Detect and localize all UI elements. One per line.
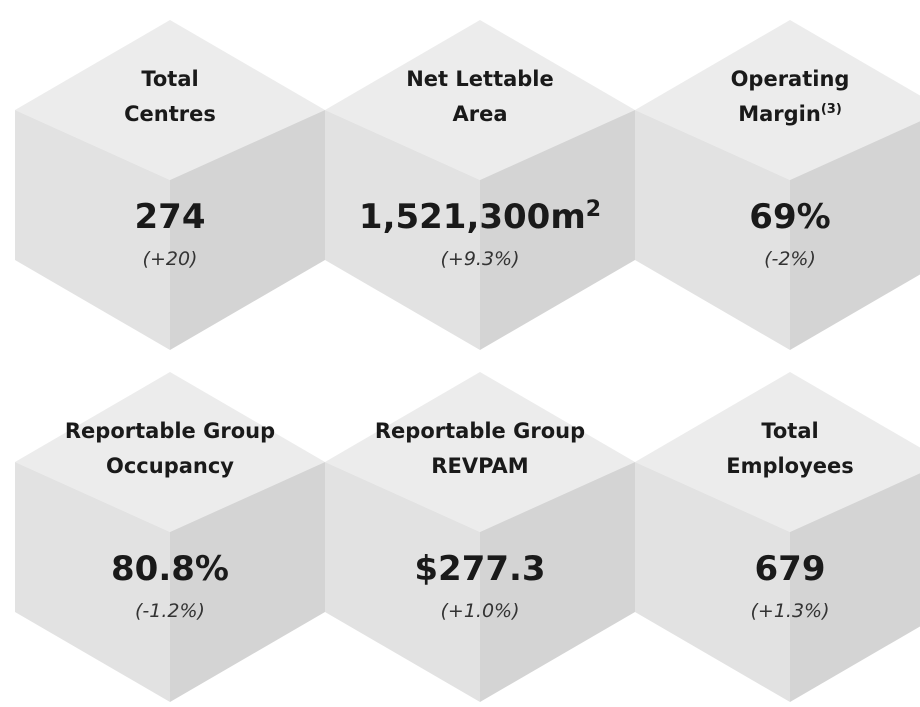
value-text: 1,521,300m [359,197,586,237]
cube-top [325,20,635,180]
title-line: Reportable Group [375,419,585,443]
cube-left [15,462,170,702]
value-text: 274 [135,197,206,237]
cube-right [790,121,920,350]
cube-title: Total [761,419,818,443]
value-text: 679 [755,549,826,589]
metric-value: $277.3 [414,549,545,589]
cube: Reportable Group Occupancy 80.8% (-1.2%) [15,372,325,702]
cube-left [635,462,790,702]
title-line: Employees [726,454,854,478]
cube-top [635,372,920,532]
metric-change: (+1.0%) [440,600,519,622]
cube-title: Employees [726,454,854,478]
metric-value: 679 [755,549,826,589]
value-text: $277.3 [414,549,545,589]
cube-right [480,110,635,350]
cube-left [15,110,170,350]
title-line: Operating [731,67,850,91]
cube-title: Margin(3) [738,102,842,126]
title-line: Total [761,419,818,443]
title-line: Area [452,102,507,126]
title-line: Margin [738,102,821,126]
cube-right [790,473,920,702]
cube-top [15,20,325,180]
cube: Operating Margin(3) 69% (-2%) [635,20,920,350]
metric-change: (-1.2%) [135,600,205,622]
cube-title: REVPAM [431,454,528,478]
value-superscript: 2 [586,197,601,222]
cube-top [635,20,920,180]
cube-title: Operating [731,67,850,91]
cube-right [170,110,325,350]
cube-left [325,110,480,350]
cube-title: Occupancy [106,454,234,478]
cube-title: Area [452,102,507,126]
metric-value: 1,521,300m2 [359,197,601,237]
title-line: Total [141,67,198,91]
title-line: Reportable Group [65,419,275,443]
cube-title: Net Lettable [406,67,554,91]
cube-title: Reportable Group [65,419,275,443]
title-line: REVPAM [431,454,528,478]
metric-change: (+9.3%) [440,248,519,270]
cube: Reportable Group REVPAM $277.3 (+1.0%) [325,372,635,702]
cube-right [480,462,635,702]
cube: Total Employees 679 (+1.3%) [635,372,920,702]
title-line: Centres [124,102,216,126]
cube-top [15,372,325,532]
title-superscript: (3) [821,102,842,117]
cube-top [325,372,635,532]
metric-value: 80.8% [111,549,229,589]
cube-title: Reportable Group [375,419,585,443]
value-text: 69% [749,197,830,237]
title-line: Occupancy [106,454,234,478]
metric-change: (+20) [143,248,198,270]
metric-value: 69% [749,197,830,237]
cube-title: Centres [124,102,216,126]
cube-left [325,462,480,702]
cube-left [635,110,790,350]
metric-change: (-2%) [764,248,816,270]
metric-change: (+1.3%) [750,600,829,622]
title-line: Net Lettable [406,67,554,91]
cube-right [170,462,325,702]
cube: Total Centres 274 (+20) [15,20,325,350]
value-text: 80.8% [111,549,229,589]
cube: Net Lettable Area 1,521,300m2 (+9.3%) [325,20,635,350]
cube-title: Total [141,67,198,91]
metric-value: 274 [135,197,206,237]
